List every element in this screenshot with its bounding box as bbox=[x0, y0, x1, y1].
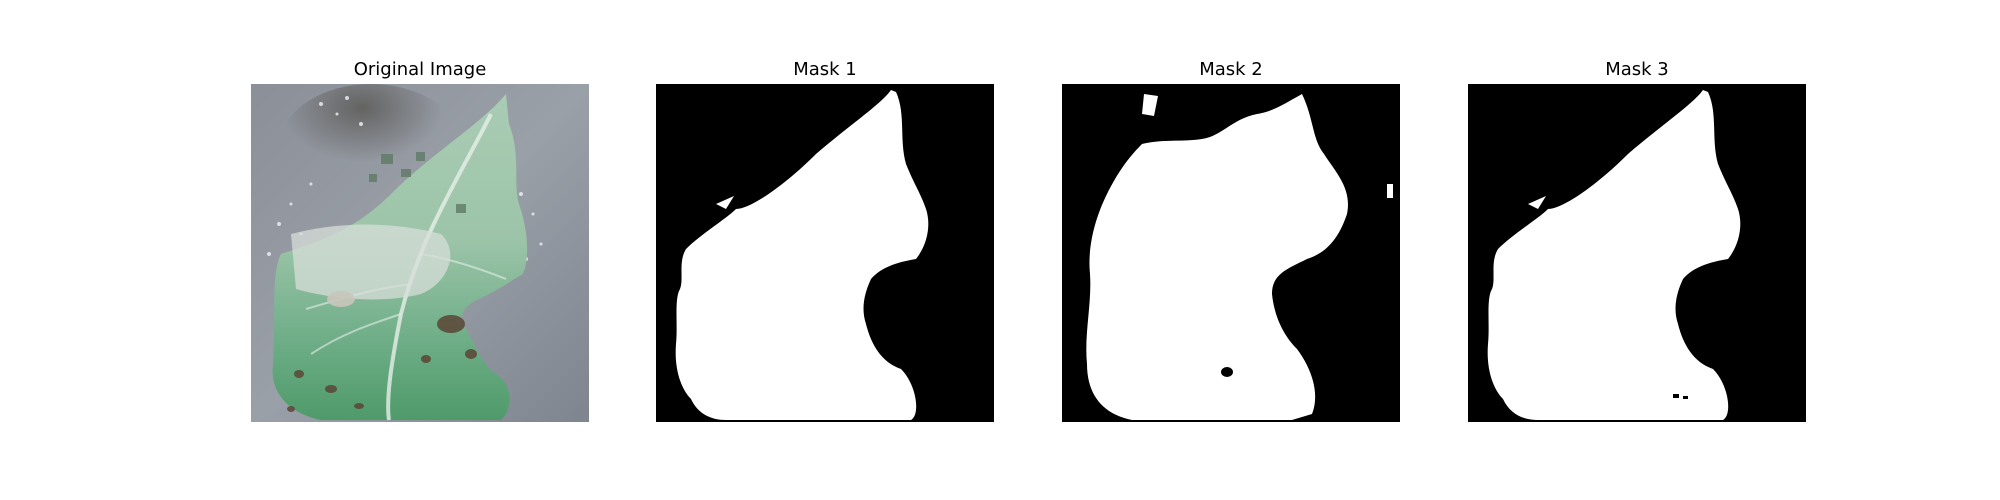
panel-mask-3: Mask 3 bbox=[1468, 58, 1806, 422]
mask-2-image bbox=[1062, 84, 1400, 422]
panel-mask-1: Mask 1 bbox=[656, 58, 994, 422]
panel-title-mask-2: Mask 2 bbox=[1199, 59, 1263, 80]
original-leaf-image bbox=[251, 84, 589, 422]
mask-1-image bbox=[656, 84, 994, 422]
panel-mask-2: Mask 2 bbox=[1062, 58, 1400, 422]
panel-title-mask-3: Mask 3 bbox=[1605, 59, 1669, 80]
mask-3-image bbox=[1468, 84, 1806, 422]
panel-title-mask-1: Mask 1 bbox=[793, 59, 857, 80]
panel-original-image: Original Image bbox=[251, 58, 589, 422]
panel-title-original: Original Image bbox=[353, 59, 487, 80]
